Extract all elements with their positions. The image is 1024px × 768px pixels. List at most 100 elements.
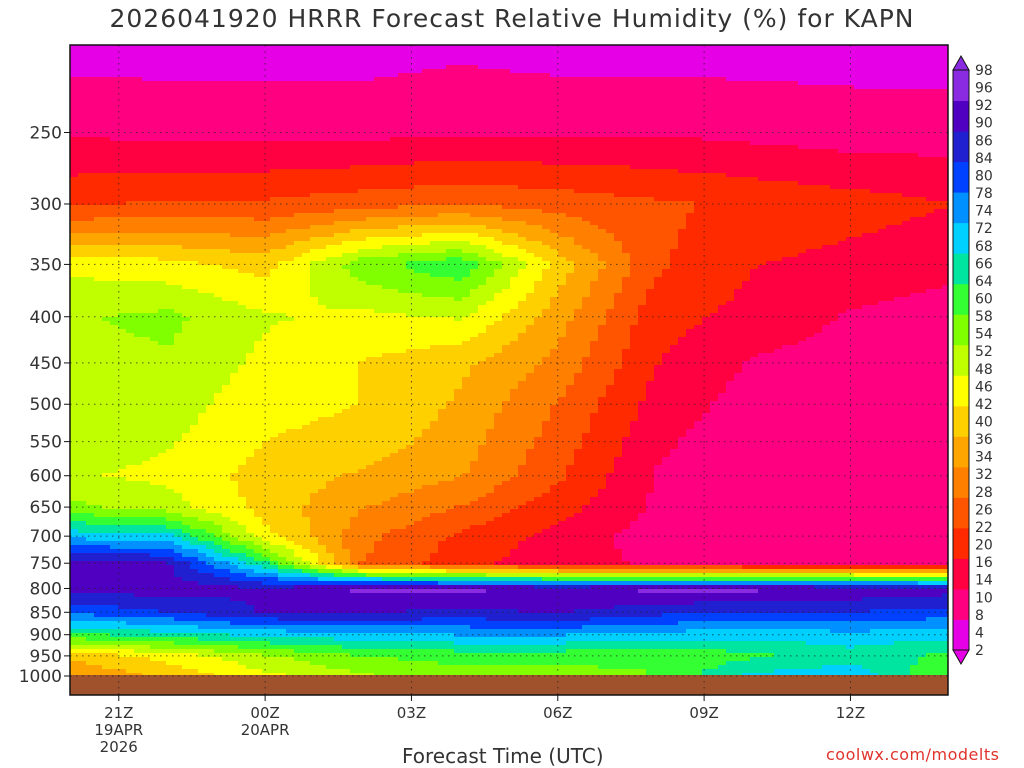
rh-cell: [734, 57, 743, 62]
rh-cell: [326, 45, 335, 50]
rh-cell: [286, 137, 295, 142]
rh-cell: [166, 141, 175, 146]
rh-cell: [910, 85, 919, 90]
rh-cell: [942, 161, 948, 166]
rh-cell: [126, 173, 135, 178]
rh-cell: [702, 169, 711, 174]
rh-cell: [582, 185, 591, 190]
rh-cell: [750, 61, 759, 66]
rh-cell: [510, 69, 519, 74]
rh-cell: [630, 169, 639, 174]
rh-cell: [414, 109, 423, 114]
rh-cell: [446, 117, 455, 122]
rh-cell: [526, 61, 535, 66]
rh-cell: [902, 189, 911, 194]
rh-cell: [902, 173, 911, 178]
rh-cell: [406, 61, 415, 66]
rh-cell: [318, 61, 327, 66]
rh-cell: [174, 89, 183, 94]
rh-cell: [286, 53, 295, 58]
rh-cell: [718, 133, 727, 138]
rh-cell: [494, 133, 503, 138]
rh-cell: [94, 141, 103, 146]
rh-cell: [318, 97, 327, 102]
rh-cell: [630, 45, 639, 50]
rh-cell: [694, 125, 703, 130]
rh-cell: [190, 149, 199, 154]
rh-cell: [878, 193, 887, 198]
rh-cell: [214, 137, 223, 142]
rh-cell: [150, 49, 159, 54]
rh-cell: [182, 201, 191, 206]
rh-cell: [342, 181, 351, 186]
rh-cell: [758, 209, 767, 214]
rh-cell: [118, 185, 127, 190]
rh-cell: [414, 65, 423, 70]
rh-cell: [310, 45, 319, 50]
rh-cell: [878, 165, 887, 170]
rh-cell: [726, 173, 735, 178]
rh-cell: [462, 133, 471, 138]
rh-cell: [806, 93, 815, 98]
rh-cell: [766, 137, 775, 142]
rh-cell: [790, 177, 799, 182]
rh-cell: [134, 81, 143, 86]
rh-cell: [862, 125, 871, 130]
rh-cell: [494, 165, 503, 170]
rh-cell: [742, 65, 751, 70]
rh-cell: [118, 205, 127, 210]
rh-cell: [230, 213, 239, 218]
rh-cell: [182, 93, 191, 98]
rh-cell: [742, 165, 751, 170]
rh-cell: [542, 53, 551, 58]
rh-cell: [406, 157, 415, 162]
rh-cell: [646, 177, 655, 182]
rh-cell: [590, 77, 599, 82]
rh-cell: [590, 169, 599, 174]
rh-cell: [278, 81, 287, 86]
rh-cell: [366, 221, 375, 226]
rh-cell: [638, 213, 647, 218]
rh-cell: [470, 113, 479, 118]
rh-cell: [78, 73, 87, 78]
rh-cell: [102, 69, 111, 74]
rh-cell: [694, 221, 703, 226]
rh-cell: [254, 173, 263, 178]
rh-cell: [414, 161, 423, 166]
rh-cell: [118, 225, 127, 230]
rh-cell: [878, 157, 887, 162]
rh-cell: [774, 125, 783, 130]
rh-cell: [78, 89, 87, 94]
rh-cell: [246, 121, 255, 126]
rh-cell: [694, 185, 703, 190]
rh-cell: [494, 85, 503, 90]
rh-cell: [934, 129, 943, 134]
rh-cell: [774, 201, 783, 206]
rh-cell: [262, 49, 271, 54]
rh-cell: [790, 217, 799, 222]
rh-cell: [726, 141, 735, 146]
rh-cell: [126, 189, 135, 194]
rh-cell: [670, 169, 679, 174]
rh-cell: [174, 65, 183, 70]
rh-cell: [742, 149, 751, 154]
rh-cell: [174, 157, 183, 162]
rh-cell: [190, 113, 199, 118]
rh-cell: [734, 97, 743, 102]
rh-cell: [582, 137, 591, 142]
rh-cell: [694, 145, 703, 150]
rh-cell: [798, 169, 807, 174]
rh-cell: [934, 101, 943, 106]
rh-cell: [150, 81, 159, 86]
rh-cell: [102, 77, 111, 82]
rh-cell: [486, 221, 495, 226]
rh-cell: [174, 97, 183, 102]
rh-cell: [486, 89, 495, 94]
rh-cell: [294, 129, 303, 134]
rh-cell: [502, 217, 511, 222]
rh-cell: [198, 73, 207, 78]
rh-cell: [630, 173, 639, 178]
rh-cell: [366, 213, 375, 218]
rh-cell: [438, 125, 447, 130]
rh-cell: [134, 85, 143, 90]
